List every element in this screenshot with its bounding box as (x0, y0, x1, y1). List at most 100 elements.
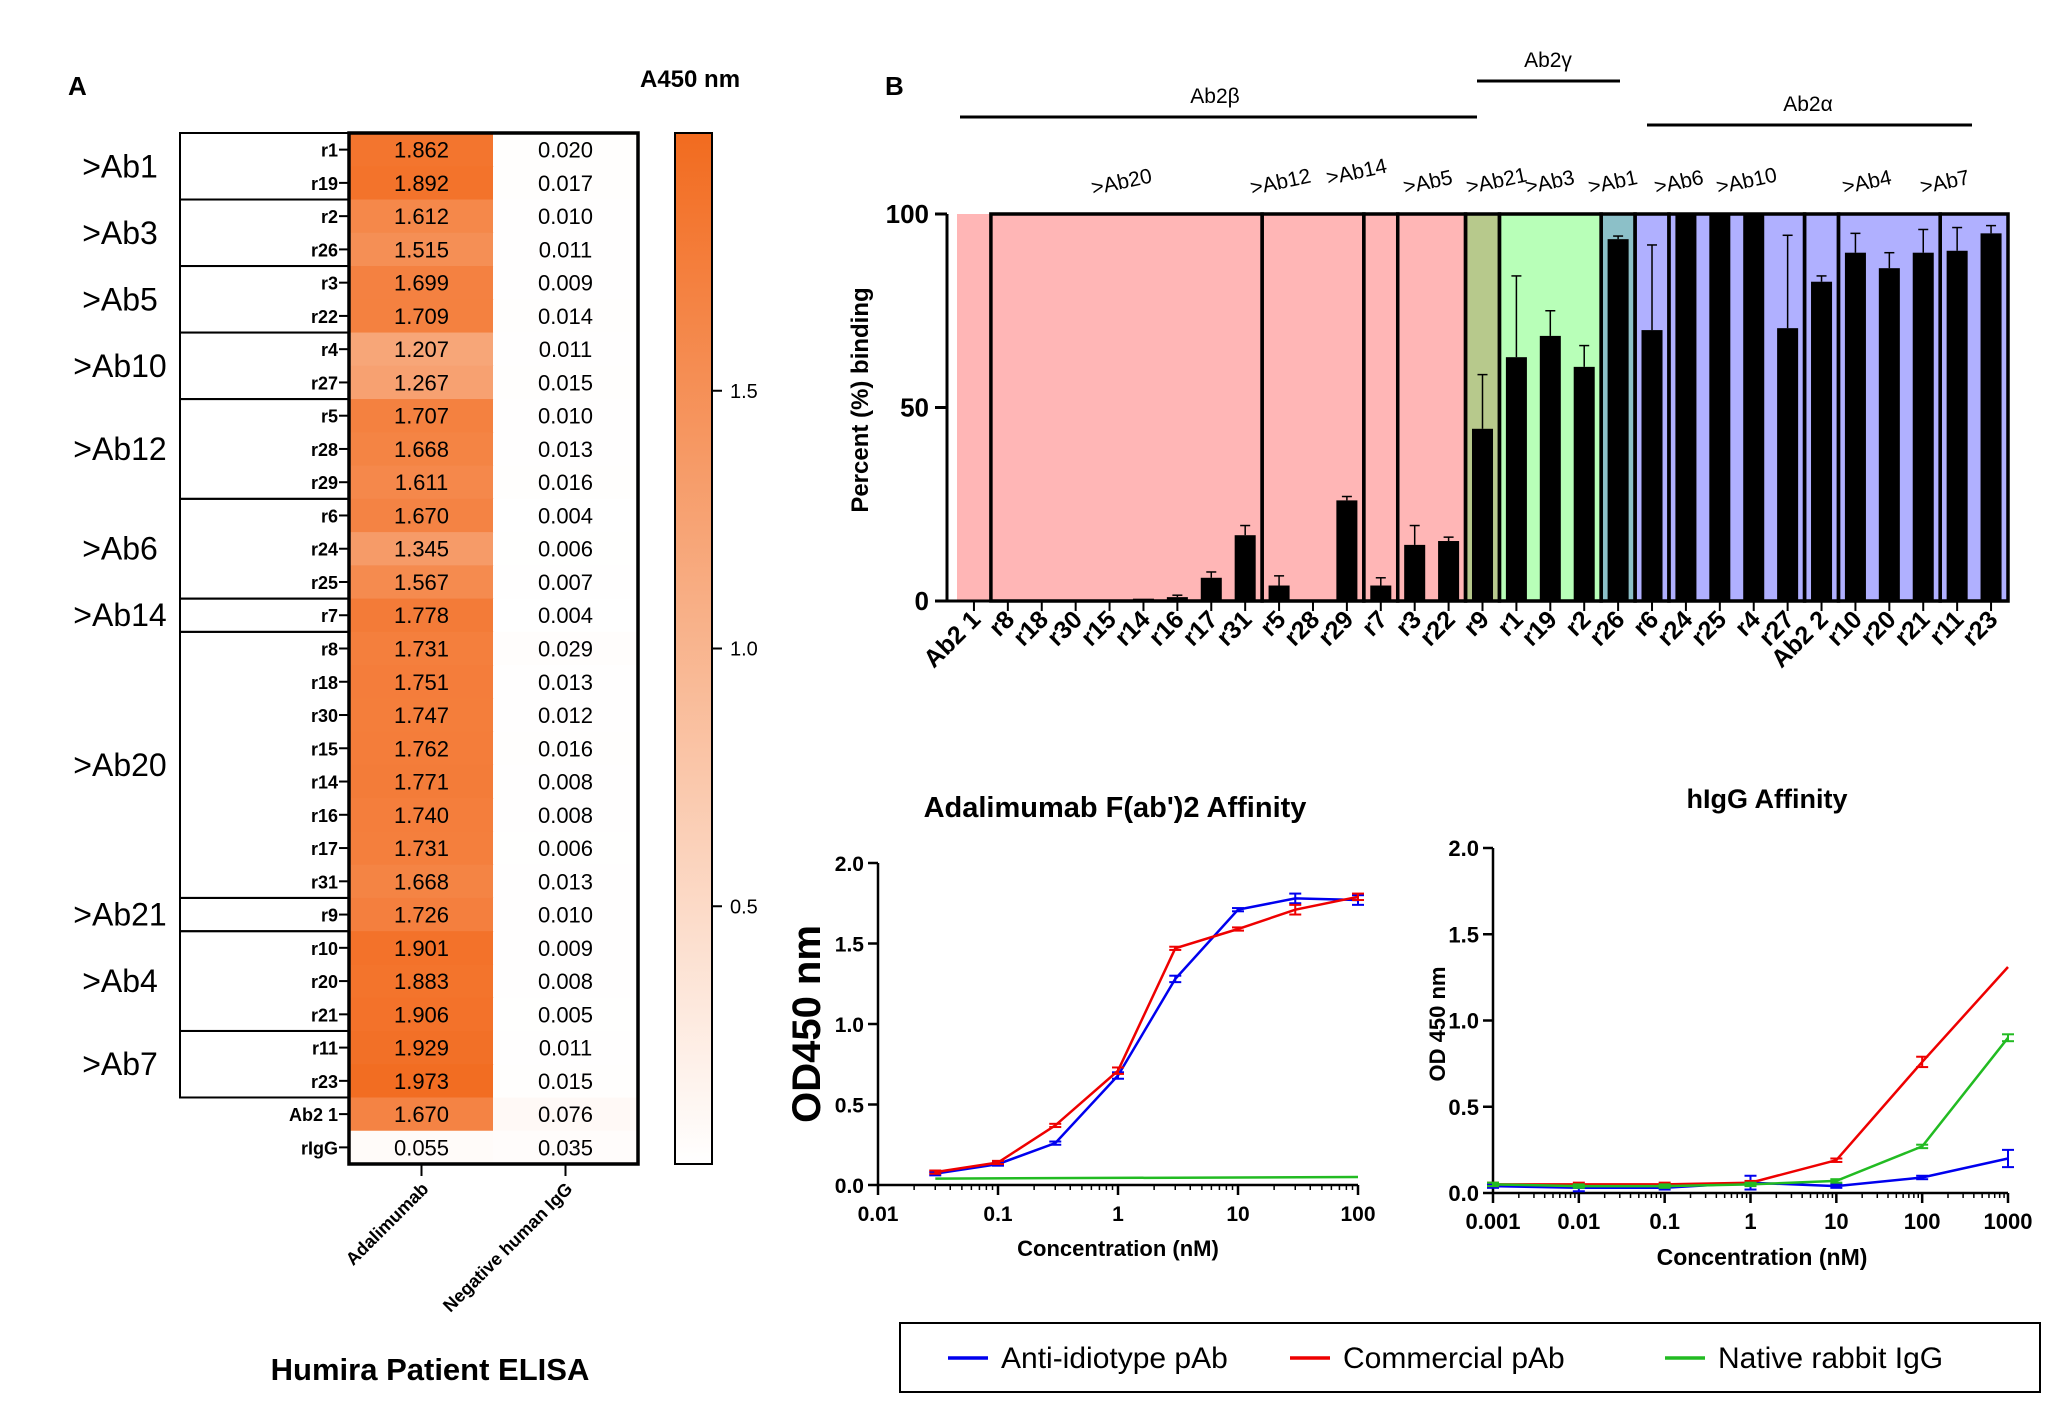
heatmap-cell-value: 1.668 (394, 437, 449, 462)
heatmap-cell-value: 0.016 (538, 736, 593, 761)
heatmap-cell (349, 1030, 494, 1065)
heatmap-cell (493, 1130, 638, 1165)
heatmap-cell-value: 1.207 (394, 337, 449, 362)
series-line (1493, 966, 2009, 1186)
bar (1471, 428, 1494, 601)
heatmap-cell-value: 0.006 (538, 836, 593, 861)
heatmap-cell-value: 1.862 (394, 138, 449, 163)
bar (1234, 535, 1256, 601)
heatmap-row-label: r27 (311, 373, 338, 393)
heatmap-cell-value: 0.009 (538, 936, 593, 961)
bar-subgroup-label: >Ab7 (1918, 166, 1971, 199)
heatmap-cell (493, 864, 638, 899)
heatmap-cell-value: 1.670 (394, 1102, 449, 1127)
line-x-tick-label: 0.01 (858, 1203, 899, 1226)
line-x-tick-label: 0.1 (983, 1203, 1013, 1226)
heatmap-cell-value: 0.015 (538, 1069, 593, 1094)
heatmap-group-labels: >Ab1 >Ab3 >Ab5 >Ab10 >Ab12 >Ab6 >Ab14 >Ab20 >Ab2… (73, 132, 350, 1099)
bar (1370, 585, 1392, 601)
heatmap-row-labels: r1 r19 r2 r26 r3 r22 r4 r27 r5 r28 r29 r6 r24 r25 r7 r8… (289, 141, 349, 1158)
heatmap-cell-value: 0.011 (539, 1036, 592, 1061)
heatmap-cell (349, 299, 494, 334)
heatmap-cell (349, 731, 494, 766)
heatmap-cell-value: 1.751 (394, 670, 449, 695)
heatmap-cell-value: 0.014 (538, 304, 593, 329)
line-y-tick-label: 0.0 (1448, 1181, 1479, 1206)
heatmap-cell (493, 897, 638, 932)
heatmap-row-label: r7 (321, 606, 338, 626)
bar (1438, 541, 1460, 601)
heatmap-cell-value: 0.010 (538, 404, 593, 429)
heatmap-cell-value: 0.016 (538, 470, 593, 495)
heatmap-cell-value: 0.011 (539, 337, 592, 362)
heatmap-group-label: >Ab10 (73, 348, 166, 384)
heatmap-cell (349, 997, 494, 1032)
heatmap-row-label: r16 (311, 806, 338, 826)
heatmap-cell-value: 0.012 (538, 703, 593, 728)
series-line (935, 895, 1359, 1174)
group-background (957, 214, 1466, 601)
heatmap-cell-value: 1.515 (394, 237, 449, 262)
bar (1404, 544, 1426, 601)
line-x-tick-label: 1 (1112, 1203, 1124, 1226)
panel-c-plot: 0.0 0.5 1.0 1.5 2.0 0.01 0.1 1 10 100 (835, 853, 1376, 1226)
heatmap-cell-value: 1.731 (394, 836, 449, 861)
heatmap-cell (493, 665, 638, 699)
line-x-tick-label: 10 (1226, 1203, 1249, 1226)
heatmap-cell-value: 1.345 (394, 537, 449, 562)
heatmap-row-label: r15 (311, 739, 338, 759)
bar-x-tick-label: r25 (1686, 605, 1732, 651)
heatmap-cell (493, 997, 638, 1032)
heatmap-cell (493, 232, 638, 267)
colorbar-tick-label: 0.5 (730, 896, 758, 918)
heatmap-column-label: Adalimumab (342, 1179, 433, 1270)
panel-d-title: hIgG Affinity (1687, 784, 1848, 814)
heatmap-cell (493, 498, 638, 533)
heatmap-row-label: r31 (311, 872, 338, 892)
heatmap-group-label: >Ab3 (82, 215, 158, 251)
heatmap-row-label: r28 (311, 440, 338, 460)
bar (1539, 335, 1561, 601)
heatmap-row-label: r24 (311, 540, 338, 560)
heatmap-row-label: r2 (321, 207, 338, 227)
heatmap-cell (349, 698, 494, 733)
bar-x-tick-label: r31 (1211, 605, 1257, 651)
heatmap-cell-value: 0.007 (538, 570, 593, 595)
heatmap-cell (349, 798, 494, 832)
heatmap-cell (493, 432, 638, 467)
heatmap-cell (493, 931, 638, 965)
heatmap-cell (349, 598, 494, 633)
heatmap-cell (349, 665, 494, 699)
heatmap-cell (493, 166, 638, 201)
heatmap-cell-value: 1.707 (394, 404, 449, 429)
line-y-tick-label: 0.5 (835, 1095, 865, 1118)
line-y-tick-label: 0.0 (835, 1175, 864, 1198)
heatmap-frame (347, 131, 640, 1166)
line-x-tick-label: 0.1 (1649, 1209, 1680, 1234)
series-line (935, 1175, 1359, 1180)
colorbar-tick-label: 1.0 (730, 639, 758, 661)
bar-x-tick-label: r9 (1458, 605, 1495, 642)
heatmap-row-label: r11 (312, 1039, 338, 1059)
heatmap-cell (493, 1064, 638, 1098)
heatmap-cell-value: 1.906 (394, 1002, 449, 1027)
heatmap-cell (493, 764, 638, 799)
heatmap-cell-value: 1.611 (395, 470, 448, 495)
colorbar-ticks: 1.5 1.0 0.5 (712, 381, 758, 918)
colorbar (674, 132, 713, 1165)
heatmap-group-label: >Ab5 (82, 281, 158, 317)
heatmap-row-label: r8 (321, 640, 338, 660)
heatmap-cell-value: 0.029 (538, 637, 593, 662)
heatmap-cell (349, 232, 494, 267)
heatmap-cell-value: 0.013 (538, 869, 593, 894)
heatmap-row-label: Ab2 1 (289, 1105, 338, 1125)
heatmap-cell-value: 1.883 (394, 969, 449, 994)
heatmap-cell-value: 0.005 (538, 1002, 593, 1027)
bar-top-group-label: Ab2α (1783, 93, 1833, 116)
bar-top-group-label: Ab2β (1190, 85, 1239, 108)
heatmap-cell (493, 631, 638, 666)
heatmap-row-label: r9 (321, 906, 338, 926)
heatmap-cell (349, 831, 494, 866)
heatmap-cell (349, 432, 494, 467)
